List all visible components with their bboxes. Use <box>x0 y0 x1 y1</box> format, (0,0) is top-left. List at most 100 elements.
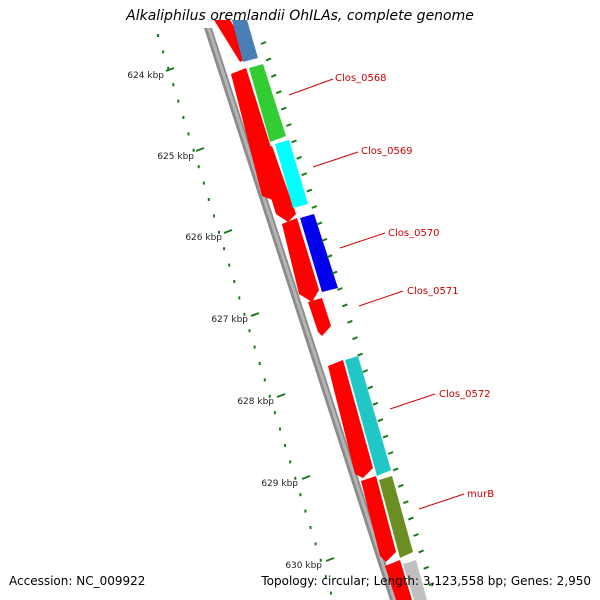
minor-tick <box>263 378 266 382</box>
cds-feature <box>282 218 319 302</box>
gene-label-clos0569: Clos_0569 <box>312 146 413 168</box>
outer-tick <box>286 123 292 127</box>
minor-tick <box>192 148 195 152</box>
minor-tick <box>268 394 271 398</box>
outer-tick <box>341 303 348 308</box>
outer-tick <box>275 90 282 95</box>
minor-tick <box>162 50 165 54</box>
major-tick-629: 629 kbp <box>261 475 311 489</box>
gene-label-text: Clos_0569 <box>361 146 413 157</box>
minor-tick <box>248 329 251 333</box>
minor-tick <box>253 345 256 349</box>
map-title: Alkaliphilus oremlandii OhILAs, complete… <box>126 8 474 24</box>
minor-tick <box>172 83 175 87</box>
outer-tick <box>347 319 353 324</box>
tick-label-629: 629 kbp <box>261 479 298 489</box>
cds-feature <box>308 298 331 336</box>
outer-tick <box>280 106 287 111</box>
tick-label-625: 625 kbp <box>157 152 194 162</box>
minor-tick <box>309 526 312 529</box>
minor-tick <box>284 444 287 447</box>
gene-label-clos0571: Clos_0571 <box>358 286 459 307</box>
minor-tick <box>182 116 185 119</box>
minor-tick <box>207 198 210 201</box>
minor-tick <box>304 509 307 513</box>
outer-tick <box>357 352 363 357</box>
minor-tick <box>223 247 226 251</box>
outer-tick <box>291 139 297 144</box>
minor-tick <box>233 280 236 283</box>
outer-tick <box>392 467 399 472</box>
minor-tick <box>329 591 332 595</box>
gene-feature <box>379 476 413 558</box>
minor-tick <box>157 34 159 37</box>
outer-tick <box>331 270 338 275</box>
minor-tick <box>212 214 215 218</box>
outer-tick <box>270 73 277 78</box>
minor-tick-track <box>157 34 332 595</box>
major-tick-627: 627 kbp <box>211 312 260 325</box>
outer-tick <box>382 434 389 439</box>
gene-label-murb: murB <box>418 489 494 510</box>
tick-label-628: 628 kbp <box>237 397 274 407</box>
outer-tick <box>408 516 414 521</box>
cds-feature <box>328 360 373 478</box>
gene-feature <box>275 140 308 208</box>
minor-tick <box>324 575 327 579</box>
outer-tick <box>326 254 333 259</box>
minor-tick <box>299 493 302 497</box>
outer-tick <box>403 500 409 505</box>
outer-tick <box>336 287 343 291</box>
outer-tick <box>306 188 313 193</box>
outer-tick <box>362 369 369 373</box>
major-tick-626: 626 kbp <box>185 229 233 243</box>
genome-summary-text: Topology: circular; Length: 3,123,558 bp… <box>261 574 591 588</box>
minor-tick <box>319 558 322 562</box>
gene-label-text: Clos_0570 <box>388 228 440 239</box>
outer-tick <box>352 336 358 341</box>
outer-tick <box>301 172 308 177</box>
outer-tick <box>372 401 379 406</box>
cds-track <box>214 20 412 600</box>
outer-tick <box>260 41 267 45</box>
outer-tick <box>387 451 394 455</box>
tick-label-624: 624 kbp <box>127 71 164 81</box>
outer-tick <box>265 57 272 62</box>
major-tick-628: 628 kbp <box>237 393 286 407</box>
gene-feature <box>345 356 391 476</box>
outer-tick <box>413 533 419 537</box>
gene-label-clos0572: Clos_0572 <box>389 389 491 410</box>
outer-tick <box>423 565 430 570</box>
gene-label-text: Clos_0571 <box>407 286 459 297</box>
outer-tick <box>316 221 323 226</box>
minor-tick <box>289 460 292 464</box>
minor-tick <box>187 132 190 136</box>
outer-tick <box>418 549 424 554</box>
outer-tick <box>397 483 404 488</box>
gene-label-clos0570: Clos_0570 <box>339 228 440 249</box>
cds-feature <box>385 560 412 600</box>
gene-label-text: Clos_0572 <box>439 389 491 400</box>
outer-tick <box>428 582 435 587</box>
outer-tick <box>296 155 302 160</box>
major-tick-624: 624 kbp <box>127 67 175 81</box>
minor-tick <box>238 296 241 300</box>
minor-tick <box>177 99 180 103</box>
outer-tick-track <box>260 41 435 587</box>
gene-feature <box>300 214 338 292</box>
minor-tick <box>279 427 281 431</box>
minor-tick <box>218 230 220 234</box>
major-tick-630: 630 kbp <box>285 557 335 571</box>
gene-feature <box>232 20 258 62</box>
tick-label-627: 627 kbp <box>211 315 248 325</box>
minor-tick <box>228 263 231 267</box>
gene-label-text: Clos_0568 <box>335 73 387 84</box>
minor-tick <box>258 362 261 365</box>
tick-label-626: 626 kbp <box>185 233 222 243</box>
minor-tick <box>197 165 200 169</box>
minor-tick <box>273 411 276 415</box>
tick-label-630: 630 kbp <box>285 561 322 571</box>
accession-text: Accession: NC_009922 <box>9 574 146 588</box>
